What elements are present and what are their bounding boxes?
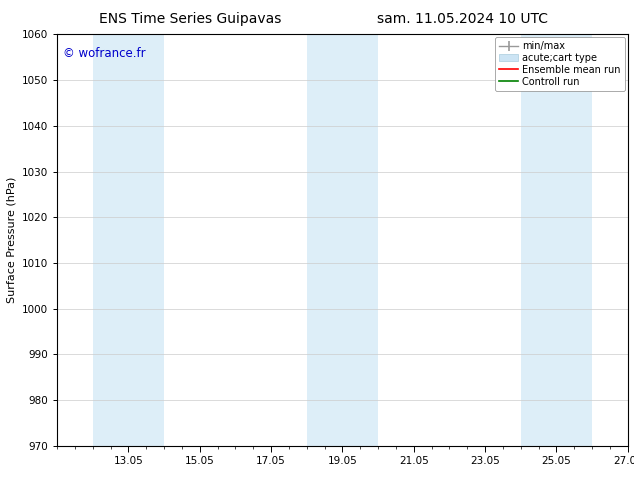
Bar	[307, 34, 378, 446]
Bar	[521, 34, 592, 446]
Text: © wofrance.fr: © wofrance.fr	[63, 47, 145, 60]
Legend: min/max, acute;cart type, Ensemble mean run, Controll run: min/max, acute;cart type, Ensemble mean …	[495, 37, 624, 91]
Bar	[93, 34, 164, 446]
Text: ENS Time Series Guipavas: ENS Time Series Guipavas	[99, 12, 281, 26]
Y-axis label: Surface Pressure (hPa): Surface Pressure (hPa)	[6, 177, 16, 303]
Text: sam. 11.05.2024 10 UTC: sam. 11.05.2024 10 UTC	[377, 12, 548, 26]
